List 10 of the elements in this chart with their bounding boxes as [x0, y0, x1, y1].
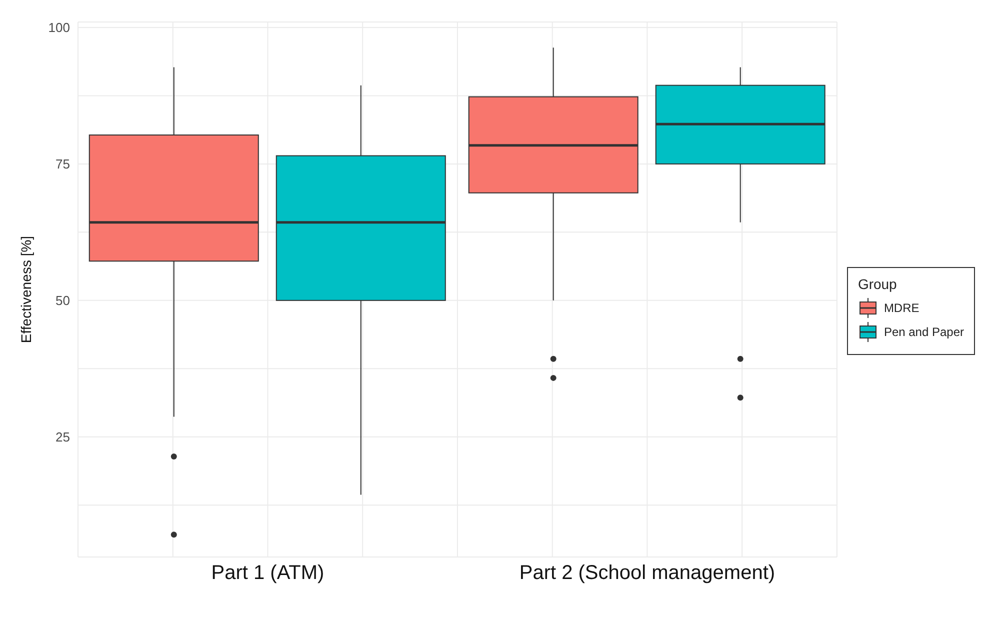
- y-tick-label: 50: [56, 293, 70, 308]
- x-tick-label: Part 2 (School management): [519, 562, 776, 584]
- legend-title: Group: [858, 276, 898, 292]
- y-axis-title: Effectiveness [%]: [18, 236, 34, 344]
- legend-label: MDRE: [884, 300, 920, 314]
- x-tick-label: Part 1 (ATM): [211, 562, 324, 584]
- y-tick-label: 100: [48, 20, 70, 36]
- legend-label: Pen and Paper: [884, 324, 964, 338]
- y-tick-label: 25: [56, 430, 70, 445]
- y-tick-label: 75: [56, 156, 70, 172]
